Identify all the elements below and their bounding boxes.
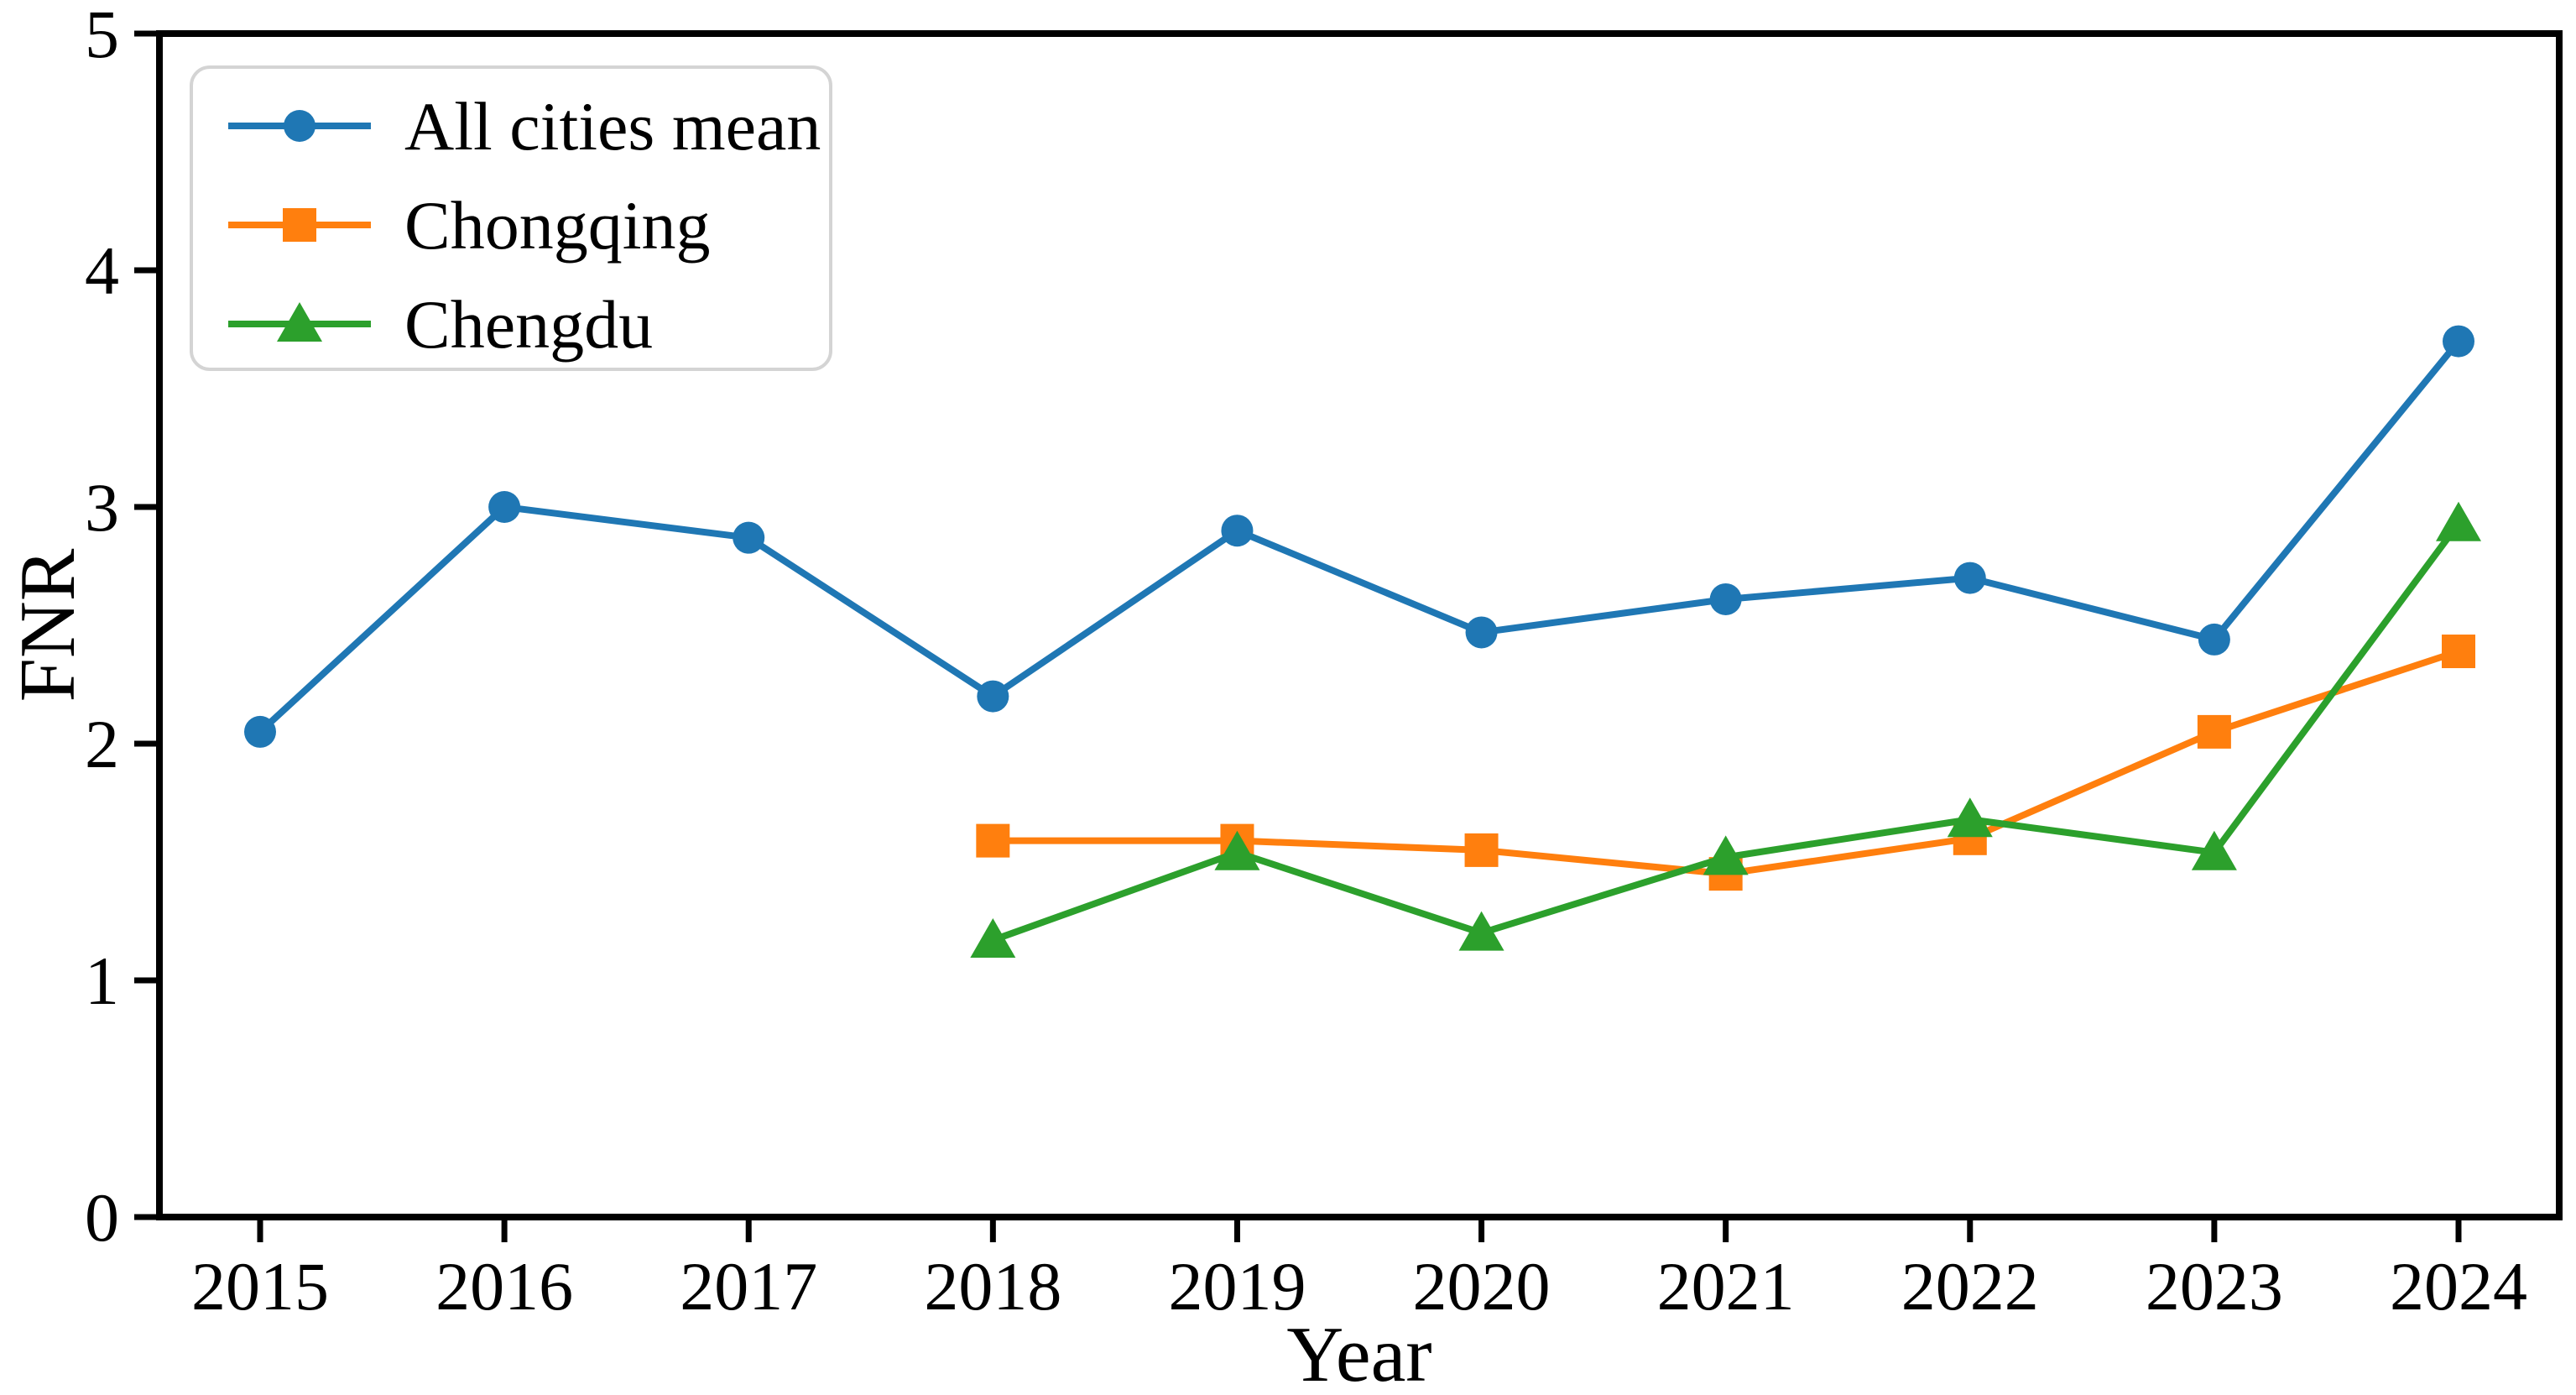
- data-point-marker: [976, 823, 1010, 858]
- data-point-marker: [1214, 830, 1260, 870]
- data-point-marker: [1947, 797, 1993, 838]
- data-point-marker: [1458, 911, 1504, 951]
- y-tick-label: 1: [85, 943, 119, 1019]
- x-axis-label: Year: [1286, 1311, 1431, 1395]
- legend-item: Chengdu: [228, 286, 653, 363]
- data-point-marker: [1953, 562, 1986, 594]
- x-tick-label: 2019: [1168, 1248, 1306, 1324]
- data-point-marker: [244, 715, 276, 748]
- y-axis-ticks: 0 1 2 3 4 5: [85, 0, 159, 1256]
- legend-item: All cities mean: [228, 88, 821, 165]
- x-tick-label: 2020: [1413, 1248, 1551, 1324]
- data-point-marker: [2442, 635, 2475, 669]
- data-point-marker: [488, 491, 521, 523]
- y-tick-label: 4: [85, 232, 119, 309]
- legend-items: All cities mean Chongqing Chengdu: [228, 88, 821, 363]
- data-point-marker: [1709, 583, 1742, 615]
- y-tick-label: 5: [85, 0, 119, 72]
- data-point-marker: [2197, 714, 2231, 749]
- legend-item-label: All cities mean: [404, 88, 821, 165]
- x-tick-label: 2023: [2146, 1248, 2283, 1324]
- data-series: [244, 325, 2481, 959]
- legend-marker-square: [283, 208, 316, 242]
- y-axis-label: FNR: [4, 548, 91, 702]
- data-point-marker: [733, 521, 765, 554]
- series-chengdu: [970, 501, 2481, 959]
- legend-marker-triangle: [277, 302, 322, 342]
- plot-area-border: [156, 30, 2563, 1220]
- y-tick-label: 2: [85, 706, 119, 782]
- x-tick-label: 2015: [191, 1248, 329, 1324]
- x-tick-label: 2017: [680, 1248, 817, 1324]
- series-line: [257, 337, 2462, 735]
- data-point-marker: [2198, 623, 2230, 656]
- x-tick-label: 2016: [435, 1248, 573, 1324]
- legend-box: [190, 65, 832, 371]
- data-point-marker: [1465, 616, 1498, 649]
- legend-item-label: Chengdu: [404, 286, 653, 363]
- x-tick-label: 2021: [1657, 1248, 1795, 1324]
- data-point-marker: [2191, 830, 2237, 870]
- x-tick-label: 2018: [924, 1248, 1061, 1324]
- y-tick-label: 0: [85, 1179, 119, 1256]
- x-tick-label: 2022: [1901, 1248, 2039, 1324]
- data-point-marker: [1221, 515, 1254, 547]
- data-point-marker: [2436, 501, 2481, 541]
- data-point-marker: [2443, 325, 2474, 358]
- y-tick-label: 3: [85, 469, 119, 546]
- legend-item-label: Chongqing: [404, 187, 710, 264]
- legend-item: Chongqing: [228, 187, 710, 264]
- data-point-marker: [1703, 835, 1749, 875]
- legend: All cities mean Chongqing Chengdu: [190, 65, 832, 371]
- series-all-cities-mean: [244, 325, 2474, 748]
- x-tick-label: 2024: [2390, 1248, 2527, 1324]
- x-axis-ticks: 2015 2016 2017 2018 2019 2020 2021 2022 2023 2024: [191, 1217, 2527, 1324]
- data-point-marker: [970, 918, 1016, 959]
- data-point-marker: [977, 680, 1009, 713]
- legend-marker-circle: [284, 110, 315, 142]
- data-point-marker: [1464, 833, 1499, 867]
